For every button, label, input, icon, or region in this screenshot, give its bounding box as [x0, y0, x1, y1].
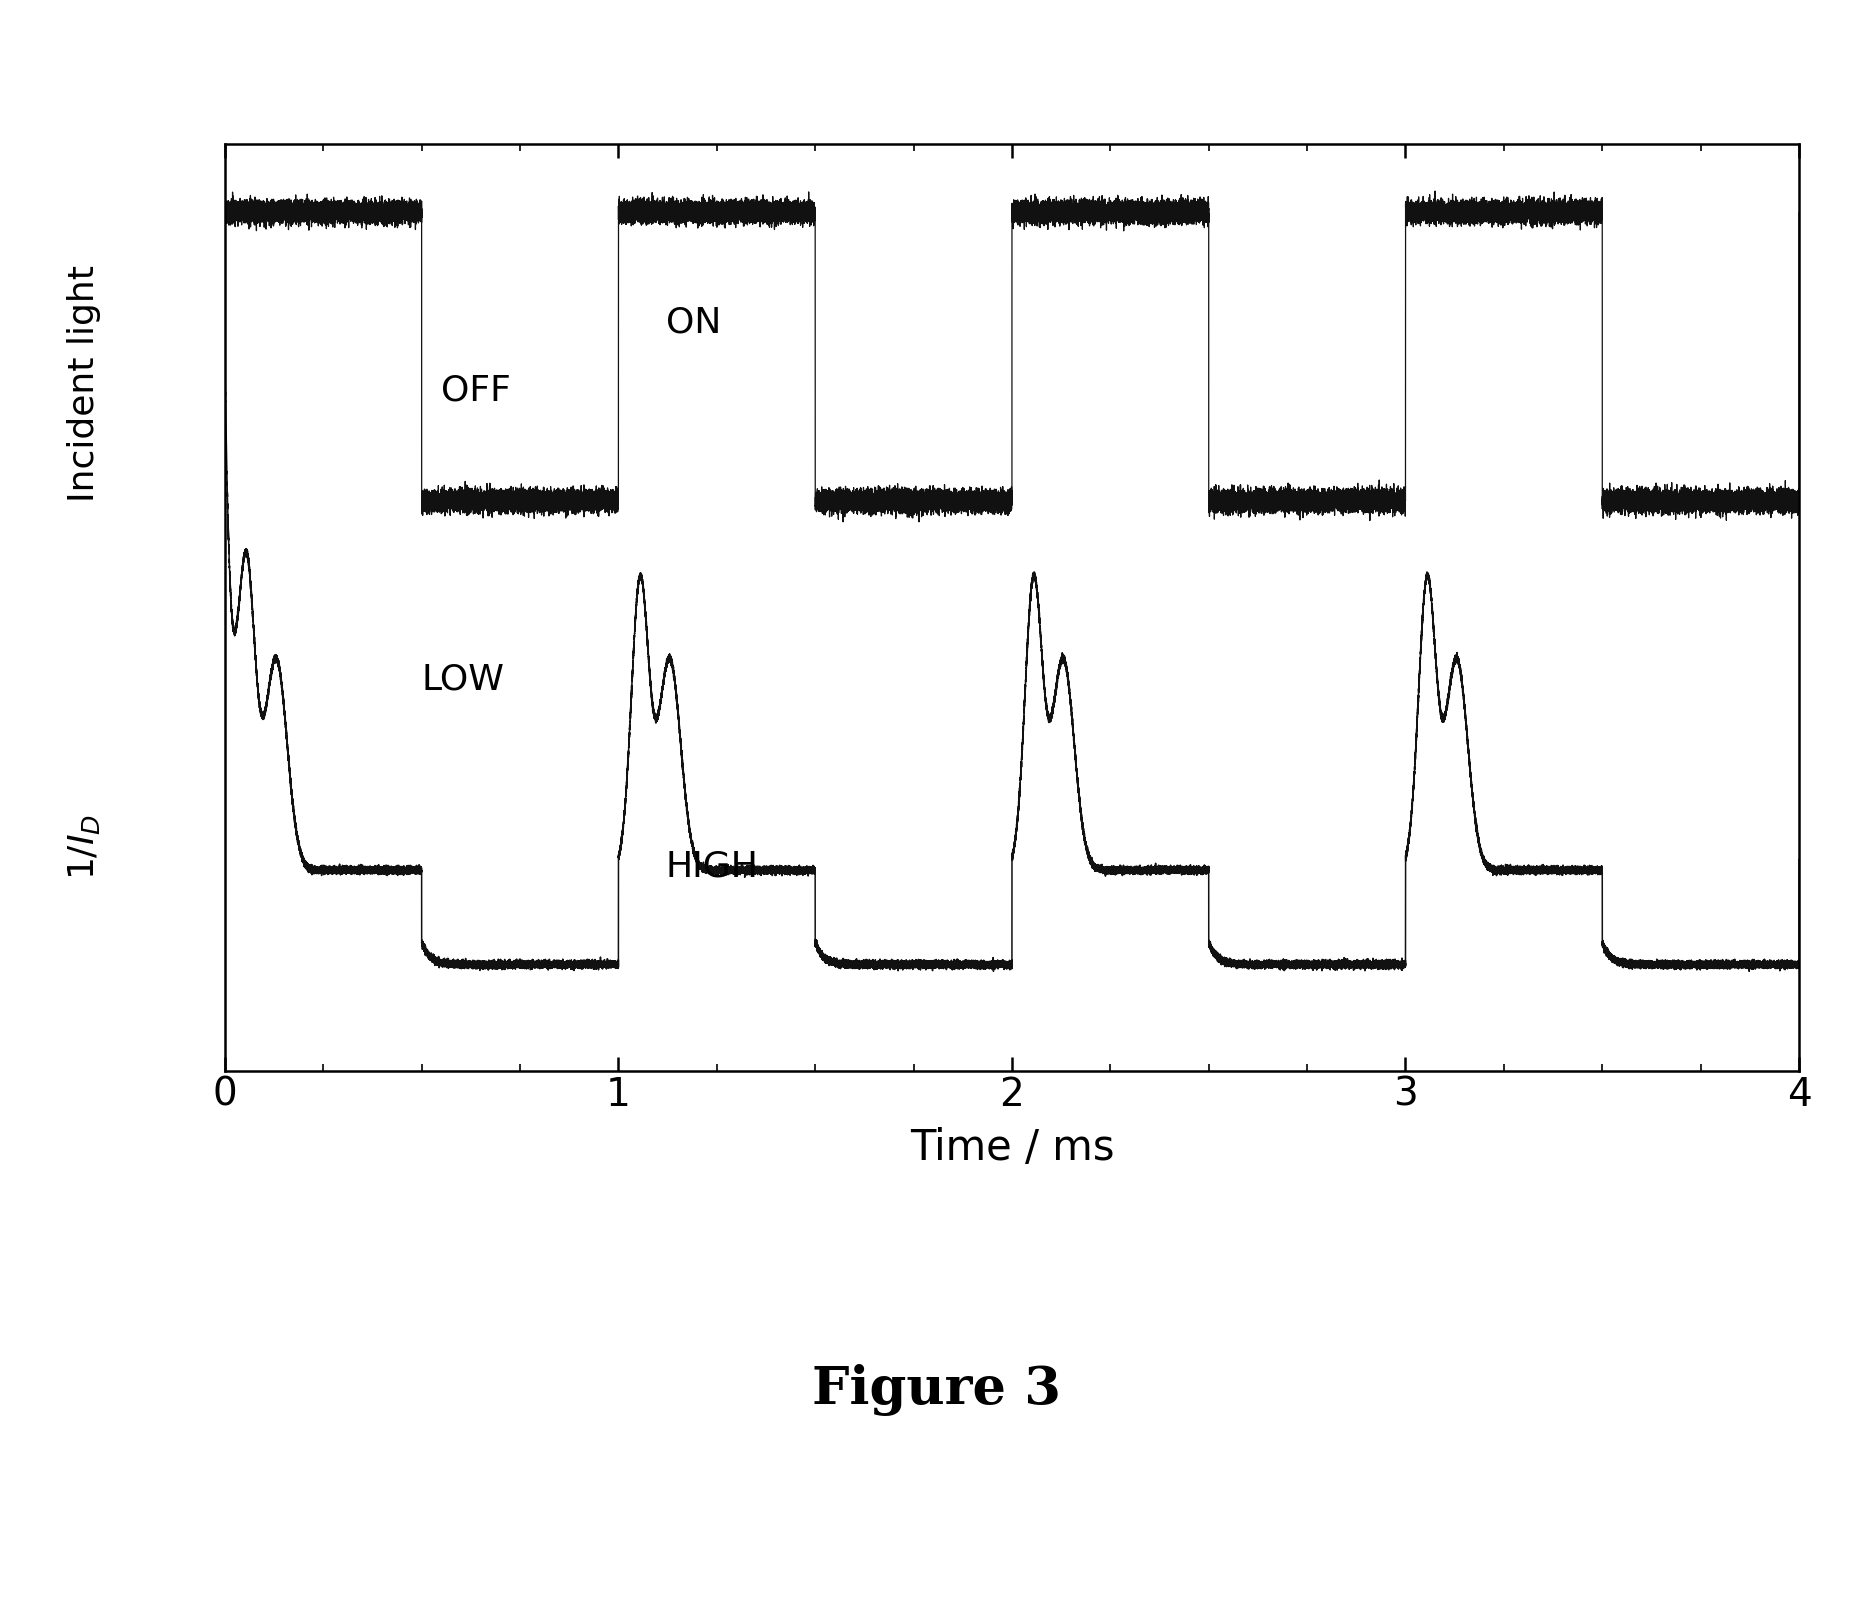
Text: Figure 3: Figure 3 [813, 1365, 1060, 1416]
Text: $1/I_D$: $1/I_D$ [66, 813, 103, 880]
Text: LOW: LOW [421, 663, 504, 697]
Text: Incident light: Incident light [67, 265, 101, 502]
X-axis label: Time / ms: Time / ms [908, 1128, 1114, 1170]
Text: HIGH: HIGH [665, 850, 759, 884]
Text: OFF: OFF [442, 374, 511, 407]
Text: ON: ON [665, 305, 721, 339]
